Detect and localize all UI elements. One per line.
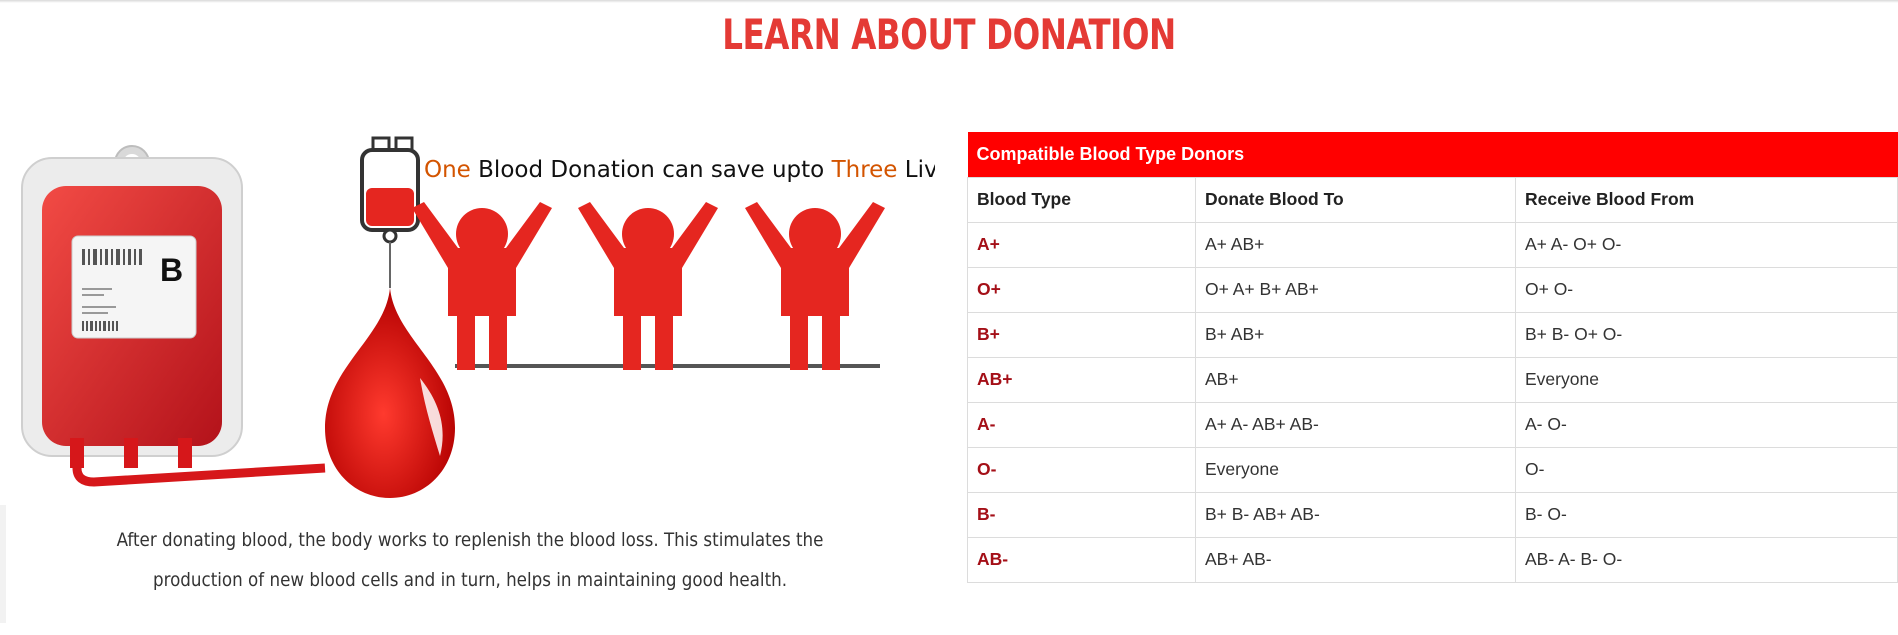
blood-type-cell: B-: [967, 491, 1196, 538]
table-row: O+ O+ A+ B+ AB+ O+ O-: [967, 266, 1898, 313]
donate-to-cell: AB+ AB-: [1195, 536, 1516, 583]
blood-drop-icon: [325, 288, 455, 498]
page-title: LEARN ABOUT DONATION: [722, 10, 1176, 59]
receive-from-cell: A+ A- O+ O-: [1515, 221, 1898, 268]
table-row: B+ B+ AB+ B+ B- O+ O-: [967, 311, 1898, 358]
top-shadow: [0, 0, 1898, 3]
table-row: A- A+ A- AB+ AB- A- O-: [967, 401, 1898, 448]
table-row: AB+ AB+ Everyone: [967, 356, 1898, 403]
receive-from-cell: O+ O-: [1515, 266, 1898, 313]
receive-from-cell: Everyone: [1515, 356, 1898, 403]
header-receive-from: Receive Blood From: [1515, 176, 1898, 223]
donate-to-cell: B+ B- AB+ AB-: [1195, 491, 1516, 538]
receive-from-cell: B- O-: [1515, 491, 1898, 538]
donate-to-cell: O+ A+ B+ AB+: [1195, 266, 1516, 313]
header-blood-type: Blood Type: [967, 176, 1196, 223]
receive-from-cell: A- O-: [1515, 401, 1898, 448]
side-bar: [0, 505, 6, 623]
tagline: One Blood Donation can save upto Three L…: [424, 157, 935, 183]
donation-caption: After donating blood, the body works to …: [116, 529, 824, 591]
donate-to-cell: B+ AB+: [1195, 311, 1516, 358]
iv-bag-icon: [360, 136, 420, 288]
person-icon: [412, 202, 552, 370]
svg-text:B: B: [160, 252, 183, 288]
table-row: O- Everyone O-: [967, 446, 1898, 493]
table-row: B- B+ B- AB+ AB- B- O-: [967, 491, 1898, 538]
table-caption-row: Compatible Blood Type Donors: [967, 132, 1898, 177]
donate-to-cell: A+ AB+: [1195, 221, 1516, 268]
blood-type-cell: O-: [967, 446, 1196, 493]
receive-from-cell: B+ B- O+ O-: [1515, 311, 1898, 358]
header-donate-to: Donate Blood To: [1195, 176, 1516, 223]
blood-type-cell: AB+: [967, 356, 1196, 403]
table-header-row: Blood Type Donate Blood To Receive Blood…: [967, 176, 1898, 223]
compatibility-table: Compatible Blood Type Donors Blood Type …: [967, 132, 1898, 583]
blood-bag-icon: B: [21, 145, 326, 487]
blood-type-cell: A+: [967, 221, 1196, 268]
blood-type-cell: AB-: [967, 536, 1196, 583]
receive-from-cell: AB- A- B- O-: [1515, 536, 1898, 583]
table-row: AB- AB+ AB- AB- A- B- O-: [967, 536, 1898, 583]
donate-to-cell: Everyone: [1195, 446, 1516, 493]
blood-type-cell: A-: [967, 401, 1196, 448]
receive-from-cell: O-: [1515, 446, 1898, 493]
person-icon: [578, 202, 718, 370]
blood-type-cell: B+: [967, 311, 1196, 358]
table-row: A+ A+ AB+ A+ A- O+ O-: [967, 221, 1898, 268]
donate-to-cell: AB+: [1195, 356, 1516, 403]
donation-illustration: B One Blood Donation can save upto Three…: [0, 128, 935, 508]
blood-type-cell: O+: [967, 266, 1196, 313]
person-icon: [745, 202, 885, 370]
donate-to-cell: A+ A- AB+ AB-: [1195, 401, 1516, 448]
table-title: Compatible Blood Type Donors: [967, 132, 1898, 177]
